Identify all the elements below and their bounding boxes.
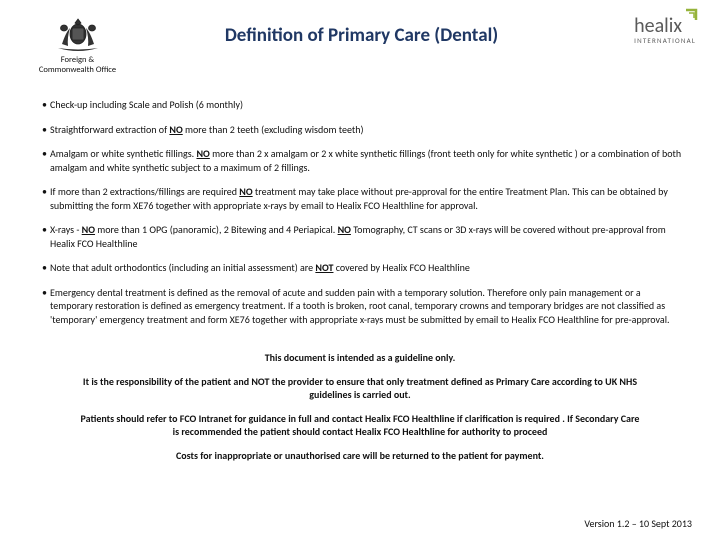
footer-line: Costs for inappropriate or unauthorised … [80,449,640,463]
fco-logo-text: Foreign & Commonwealth Office [39,56,116,76]
footer-line: It is the responsibility of the patient … [80,375,640,402]
footer-line: This document is intended as a guideline… [80,351,640,365]
bullet-item: Note that adult orthodontics (including … [42,261,682,275]
healix-logo-text: healix [634,14,682,38]
footer-line: Patients should refer to FCO Intranet fo… [80,412,640,439]
bullet-item: Straightforward extraction of NO more th… [42,123,682,137]
bullet-item: Check-up including Scale and Polish (6 m… [42,98,682,112]
version-text: Version 1.2 – 10 Sept 2013 [584,517,692,530]
healix-angle-icon [684,8,698,22]
bullet-item: Emergency dental treatment is defined as… [42,286,682,327]
fco-line2: Commonwealth Office [39,65,116,75]
bullet-item: X-rays - NO more than 1 OPG (panoramic),… [42,223,682,250]
fco-logo: Foreign & Commonwealth Office [30,10,125,76]
header: Foreign & Commonwealth Office Definition… [0,0,720,90]
page-title: Definition of Primary Care (Dental) [125,24,598,47]
bullet-item: If more than 2 extractions/fillings are … [42,185,682,212]
healix-logo-sub: INTERNATIONAL [634,36,696,45]
footer-block: This document is intended as a guideline… [0,337,720,462]
content-list: Check-up including Scale and Polish (6 m… [0,90,720,326]
crest-icon [48,10,108,55]
healix-logo: healix INTERNATIONAL [598,10,698,45]
fco-line1: Foreign & [61,55,95,65]
bullet-item: Amalgam or white synthetic fillings. NO … [42,147,682,174]
